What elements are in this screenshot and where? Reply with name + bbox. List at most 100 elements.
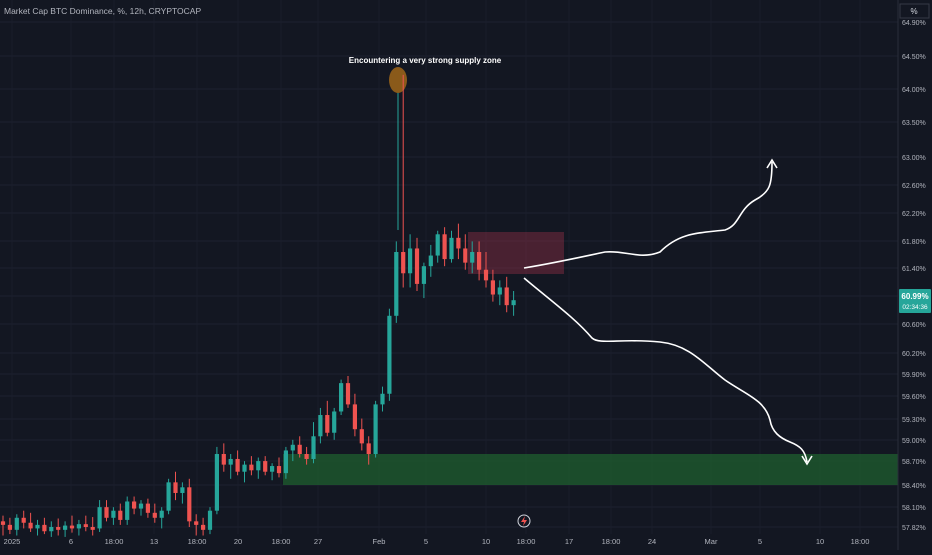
candle-body[interactable] — [194, 521, 199, 525]
candle-body[interactable] — [83, 524, 88, 527]
y-tick-label: 59.90% — [902, 372, 926, 379]
candle-body[interactable] — [270, 466, 275, 472]
candle-body[interactable] — [180, 487, 185, 493]
candle-body[interactable] — [483, 269, 489, 281]
candle-body[interactable] — [463, 248, 468, 263]
candle-body[interactable] — [387, 315, 392, 394]
candle-body[interactable] — [311, 436, 316, 459]
candle-body[interactable] — [97, 507, 102, 529]
candle-body[interactable] — [235, 458, 240, 472]
candle-body[interactable] — [56, 527, 61, 530]
candle-body[interactable] — [511, 300, 516, 306]
bearish-projection-line[interactable] — [523, 277, 808, 463]
candle-body[interactable] — [256, 461, 261, 471]
candle-body[interactable] — [339, 383, 344, 412]
y-tick-label: 58.40% — [902, 483, 926, 490]
y-tick-label: 61.40% — [902, 266, 926, 273]
candle-body[interactable] — [283, 450, 288, 474]
y-tick-label: 61.80% — [902, 239, 926, 246]
candle-body[interactable] — [76, 524, 81, 529]
candle-body[interactable] — [207, 510, 213, 530]
candle-body[interactable] — [7, 524, 12, 530]
candle-body[interactable] — [442, 234, 447, 260]
candle-body[interactable] — [421, 266, 426, 284]
candle-body[interactable] — [276, 466, 282, 474]
lightning-icon[interactable] — [517, 514, 531, 528]
candle-body[interactable] — [132, 501, 137, 509]
x-tick-label: 6 — [69, 537, 73, 546]
candle-body[interactable] — [104, 507, 109, 518]
candle-body[interactable] — [28, 522, 33, 529]
candle-body[interactable] — [35, 524, 40, 529]
candle-body[interactable] — [408, 248, 413, 274]
candle-body[interactable] — [497, 287, 502, 295]
candle-body[interactable] — [90, 527, 95, 530]
candle-body[interactable] — [173, 482, 178, 493]
candle-body[interactable] — [111, 510, 116, 518]
candle-body[interactable] — [456, 237, 461, 249]
y-tick-label: 62.20% — [902, 211, 926, 218]
y-tick-label: 58.10% — [902, 505, 926, 512]
lightning-bolt — [521, 516, 527, 526]
candle-body[interactable] — [359, 429, 364, 444]
candle-body[interactable] — [221, 454, 226, 465]
candle-body[interactable] — [373, 404, 378, 454]
candle-body[interactable] — [263, 461, 268, 472]
candle-body[interactable] — [366, 443, 371, 454]
x-tick-label: 27 — [314, 537, 322, 546]
candle-body[interactable] — [42, 524, 47, 532]
candle-body[interactable] — [21, 517, 26, 523]
candle-body[interactable] — [145, 503, 150, 513]
candle-body[interactable] — [394, 252, 399, 316]
candle-body[interactable] — [201, 524, 206, 530]
candle-body[interactable] — [428, 255, 433, 267]
x-tick-label: 18:00 — [602, 537, 621, 546]
candle-body[interactable] — [118, 510, 123, 520]
candle-body[interactable] — [325, 415, 330, 433]
candle-body[interactable] — [69, 525, 75, 529]
scale-mode-button[interactable] — [899, 3, 930, 19]
candle-body[interactable] — [49, 527, 54, 532]
candle-body[interactable] — [0, 521, 6, 525]
candle-body[interactable] — [214, 454, 219, 511]
candle-body[interactable] — [249, 464, 254, 471]
candle-body[interactable] — [490, 280, 495, 295]
x-tick-label: 17 — [565, 537, 573, 546]
candle-body[interactable] — [504, 287, 509, 306]
candle-body[interactable] — [380, 393, 385, 405]
candle-body[interactable] — [159, 510, 164, 518]
candle-body[interactable] — [477, 252, 482, 270]
candle-body[interactable] — [242, 464, 247, 472]
x-tick-label: 10 — [816, 537, 824, 546]
scale-mode-label: % — [910, 7, 917, 16]
bullish-projection-line[interactable] — [523, 161, 773, 269]
candle-body[interactable] — [138, 503, 144, 509]
supply-zone[interactable] — [468, 232, 564, 274]
candle-body[interactable] — [228, 458, 233, 465]
x-tick-label: Mar — [705, 537, 718, 546]
candle-body[interactable] — [304, 454, 309, 459]
x-tick-label: 5 — [424, 537, 428, 546]
candle-body[interactable] — [401, 252, 406, 274]
candle-body[interactable] — [187, 487, 192, 522]
current-price-value: 60.99% — [901, 292, 928, 301]
time-scale[interactable]: 2025 6 18:00 13 18:00 20 18:00 27 Feb 5 10 18:00 17 1… — [4, 537, 870, 546]
demand-zone[interactable] — [283, 454, 898, 485]
annotation-marker[interactable] — [389, 67, 407, 93]
candle-body[interactable] — [290, 444, 295, 451]
candle-body[interactable] — [297, 444, 302, 454]
candle-body[interactable] — [318, 415, 323, 437]
candle-body[interactable] — [352, 404, 357, 430]
candle-body[interactable] — [63, 525, 68, 530]
candle-body[interactable] — [152, 512, 157, 518]
candle-body[interactable] — [166, 482, 171, 511]
candle-body[interactable] — [345, 383, 351, 405]
candle-body[interactable] — [435, 234, 440, 256]
candle-body[interactable] — [14, 517, 19, 530]
candle-body[interactable] — [470, 252, 475, 263]
candle-body[interactable] — [414, 248, 420, 284]
candle-body[interactable] — [449, 237, 454, 260]
candle-body[interactable] — [332, 411, 337, 433]
candle-body[interactable] — [125, 501, 130, 520]
